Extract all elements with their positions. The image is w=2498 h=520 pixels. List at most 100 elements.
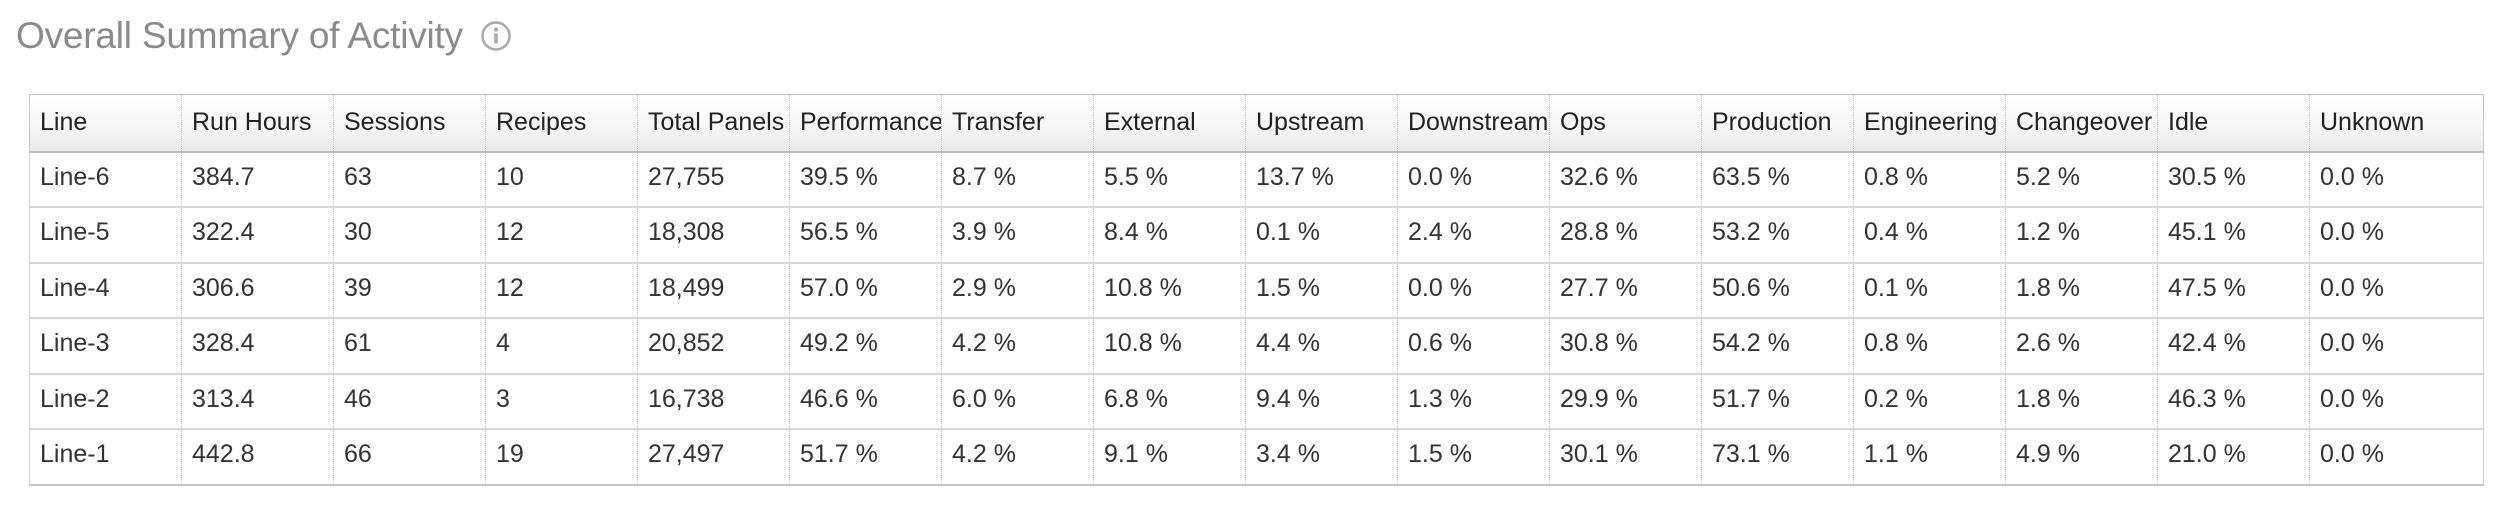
activity-summary-table: Line Run Hours Sessions Recipes Total Panels… [29, 94, 2484, 486]
cell-sessions: 30 [333, 207, 486, 264]
cell-production: 50.6 % [1701, 262, 1854, 319]
cell-recipes: 3 [485, 373, 638, 430]
column-header-idle[interactable]: Idle [2157, 94, 2310, 153]
cell-idle: 30.5 % [2157, 151, 2310, 208]
cell-line: Line-1 [29, 429, 182, 486]
cell-external: 9.1 % [1093, 429, 1246, 486]
cell-run-hours: 328.4 [181, 318, 334, 375]
cell-downstream: 0.0 % [1397, 151, 1550, 208]
cell-sessions: 66 [333, 429, 486, 486]
cell-downstream: 1.3 % [1397, 373, 1550, 430]
cell-production: 63.5 % [1701, 151, 1854, 208]
cell-production: 53.2 % [1701, 207, 1854, 264]
cell-changeover: 4.9 % [2005, 429, 2158, 486]
cell-sessions: 61 [333, 318, 486, 375]
table-row[interactable]: Line-3 328.4 61 4 20,852 49.2 % 4.2 % 10.8 % 4.4… [29, 318, 2484, 375]
column-header-upstream[interactable]: Upstream [1245, 94, 1398, 153]
cell-engineering: 0.1 % [1853, 262, 2006, 319]
cell-upstream: 0.1 % [1245, 207, 1398, 264]
column-header-performance[interactable]: Performance [789, 94, 942, 153]
cell-engineering: 0.8 % [1853, 151, 2006, 208]
cell-unknown: 0.0 % [2309, 373, 2484, 430]
cell-upstream: 13.7 % [1245, 151, 1398, 208]
cell-unknown: 0.0 % [2309, 207, 2484, 264]
column-header-transfer[interactable]: Transfer [941, 94, 1094, 153]
cell-changeover: 1.2 % [2005, 207, 2158, 264]
table-body: Line-6 384.7 63 10 27,755 39.5 % 8.7 % 5.5 % 13.… [29, 151, 2484, 486]
column-header-sessions[interactable]: Sessions [333, 94, 486, 153]
cell-engineering: 1.1 % [1853, 429, 2006, 486]
info-icon[interactable] [480, 20, 512, 52]
cell-performance: 39.5 % [789, 151, 942, 208]
column-header-total-panels[interactable]: Total Panels [637, 94, 790, 153]
cell-engineering: 0.2 % [1853, 373, 2006, 430]
cell-total-panels: 18,308 [637, 207, 790, 264]
cell-idle: 42.4 % [2157, 318, 2310, 375]
cell-ops: 28.8 % [1549, 207, 1702, 264]
cell-production: 51.7 % [1701, 373, 1854, 430]
cell-changeover: 5.2 % [2005, 151, 2158, 208]
cell-recipes: 19 [485, 429, 638, 486]
column-header-downstream[interactable]: Downstream [1397, 94, 1550, 153]
cell-recipes: 10 [485, 151, 638, 208]
cell-idle: 46.3 % [2157, 373, 2310, 430]
cell-transfer: 2.9 % [941, 262, 1094, 319]
column-header-recipes[interactable]: Recipes [485, 94, 638, 153]
cell-transfer: 3.9 % [941, 207, 1094, 264]
cell-idle: 21.0 % [2157, 429, 2310, 486]
column-header-changeover[interactable]: Changeover [2005, 94, 2158, 153]
summary-header: Overall Summary of Activity [16, 8, 512, 64]
cell-line: Line-6 [29, 151, 182, 208]
column-header-run-hours[interactable]: Run Hours [181, 94, 334, 153]
cell-idle: 47.5 % [2157, 262, 2310, 319]
cell-transfer: 4.2 % [941, 318, 1094, 375]
column-header-unknown[interactable]: Unknown [2309, 94, 2484, 153]
cell-upstream: 4.4 % [1245, 318, 1398, 375]
cell-idle: 45.1 % [2157, 207, 2310, 264]
cell-total-panels: 18,499 [637, 262, 790, 319]
table-row[interactable]: Line-2 313.4 46 3 16,738 46.6 % 6.0 % 6.8 % 9.4 … [29, 373, 2484, 430]
cell-external: 10.8 % [1093, 318, 1246, 375]
cell-performance: 56.5 % [789, 207, 942, 264]
cell-run-hours: 306.6 [181, 262, 334, 319]
cell-run-hours: 442.8 [181, 429, 334, 486]
cell-changeover: 2.6 % [2005, 318, 2158, 375]
cell-sessions: 39 [333, 262, 486, 319]
cell-ops: 30.8 % [1549, 318, 1702, 375]
cell-changeover: 1.8 % [2005, 262, 2158, 319]
cell-external: 8.4 % [1093, 207, 1246, 264]
cell-ops: 30.1 % [1549, 429, 1702, 486]
cell-ops: 32.6 % [1549, 151, 1702, 208]
cell-downstream: 0.0 % [1397, 262, 1550, 319]
cell-external: 5.5 % [1093, 151, 1246, 208]
cell-performance: 46.6 % [789, 373, 942, 430]
cell-run-hours: 322.4 [181, 207, 334, 264]
cell-unknown: 0.0 % [2309, 262, 2484, 319]
cell-unknown: 0.0 % [2309, 151, 2484, 208]
cell-upstream: 1.5 % [1245, 262, 1398, 319]
cell-upstream: 9.4 % [1245, 373, 1398, 430]
column-header-production[interactable]: Production [1701, 94, 1854, 153]
table-row[interactable]: Line-1 442.8 66 19 27,497 51.7 % 4.2 % 9.1 % 3.4… [29, 429, 2484, 486]
cell-total-panels: 16,738 [637, 373, 790, 430]
cell-unknown: 0.0 % [2309, 318, 2484, 375]
table-row[interactable]: Line-5 322.4 30 12 18,308 56.5 % 3.9 % 8.4 % 0.1… [29, 207, 2484, 264]
column-header-engineering[interactable]: Engineering [1853, 94, 2006, 153]
column-header-line[interactable]: Line [29, 94, 182, 153]
cell-production: 54.2 % [1701, 318, 1854, 375]
cell-changeover: 1.8 % [2005, 373, 2158, 430]
table-row[interactable]: Line-6 384.7 63 10 27,755 39.5 % 8.7 % 5.5 % 13.… [29, 151, 2484, 208]
cell-engineering: 0.8 % [1853, 318, 2006, 375]
cell-recipes: 4 [485, 318, 638, 375]
table-row[interactable]: Line-4 306.6 39 12 18,499 57.0 % 2.9 % 10.8 % 1.… [29, 262, 2484, 319]
cell-engineering: 0.4 % [1853, 207, 2006, 264]
cell-sessions: 46 [333, 373, 486, 430]
cell-transfer: 4.2 % [941, 429, 1094, 486]
column-header-ops[interactable]: Ops [1549, 94, 1702, 153]
cell-total-panels: 27,755 [637, 151, 790, 208]
page-title: Overall Summary of Activity [16, 15, 463, 56]
cell-total-panels: 27,497 [637, 429, 790, 486]
cell-line: Line-3 [29, 318, 182, 375]
column-header-external[interactable]: External [1093, 94, 1246, 153]
cell-line: Line-5 [29, 207, 182, 264]
